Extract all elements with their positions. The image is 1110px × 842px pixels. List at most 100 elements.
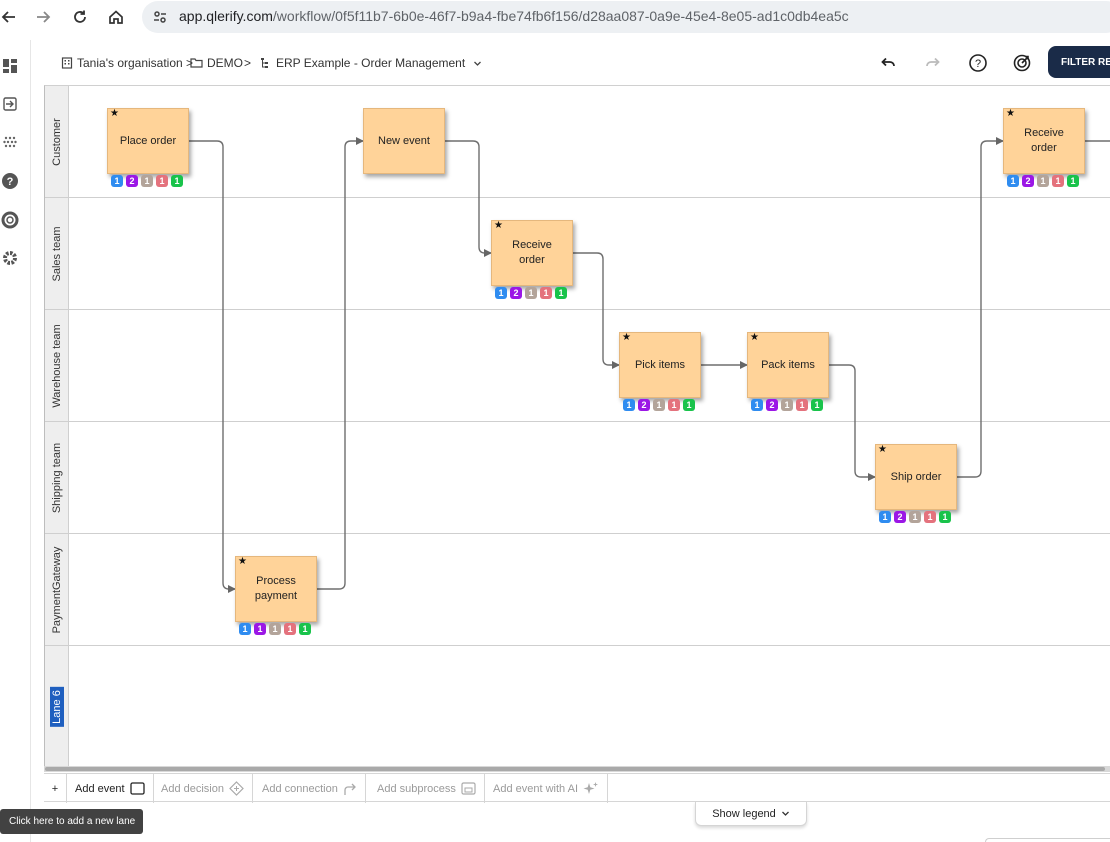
add-event-ai-button[interactable]: Add event with AI (485, 774, 608, 803)
badge[interactable]: 1 (111, 175, 123, 187)
badge[interactable]: 2 (638, 399, 650, 411)
add-subprocess-label: Add subprocess (377, 782, 456, 795)
event-pick-items[interactable]: ★ Pick items (619, 332, 701, 398)
badge[interactable]: 1 (909, 511, 921, 523)
event-receive-order-sales[interactable]: ★ Receive order (491, 220, 573, 286)
badge[interactable]: 1 (924, 511, 936, 523)
lane-header[interactable]: Sales team (45, 198, 69, 309)
badge[interactable]: 1 (141, 175, 153, 187)
settings-icon[interactable] (0, 248, 20, 268)
sign-in-icon[interactable] (0, 94, 20, 114)
subprocess-icon (461, 782, 476, 795)
event-new-event[interactable]: New event (363, 108, 445, 174)
badge[interactable]: 1 (939, 511, 951, 523)
breadcrumb-workflow[interactable]: ERP Example - Order Management (260, 56, 486, 70)
lane-sales-team[interactable]: Sales team (45, 198, 1110, 310)
lane-label: Warehouse team (50, 323, 63, 408)
breadcrumb-separator-label: > (244, 56, 252, 70)
svg-text:?: ? (975, 58, 981, 70)
lane-paymentgateway[interactable]: PaymentGateway (45, 534, 1110, 646)
badge[interactable]: 1 (269, 623, 281, 635)
undo-icon[interactable] (876, 51, 900, 75)
show-legend-button[interactable]: Show legend (695, 802, 807, 826)
add-subprocess-button[interactable]: Add subprocess (369, 774, 485, 803)
badge[interactable]: 2 (766, 399, 778, 411)
badge[interactable]: 1 (540, 287, 552, 299)
lane-6[interactable]: Lane 6 (45, 646, 1110, 767)
add-lane-button[interactable]: + (44, 774, 67, 803)
badge[interactable]: 1 (1037, 175, 1049, 187)
badge[interactable]: 2 (1022, 175, 1034, 187)
forward-icon[interactable] (31, 5, 55, 29)
dashboard-icon[interactable] (0, 56, 20, 76)
home-icon[interactable] (104, 5, 128, 29)
address-bar[interactable]: app.qlerify.com/workflow/0f5f11b7-6b0e-4… (142, 1, 1110, 33)
badge[interactable]: 1 (1007, 175, 1019, 187)
lane-header[interactable]: Shipping team (45, 422, 69, 533)
reload-icon[interactable] (68, 5, 92, 29)
horizontal-scrollbar[interactable] (44, 766, 1110, 772)
event-label: Receive order (512, 239, 552, 266)
help-icon[interactable]: ? (0, 171, 20, 191)
badge[interactable]: 1 (1052, 175, 1064, 187)
badge[interactable]: 1 (171, 175, 183, 187)
badge[interactable]: 1 (1067, 175, 1079, 187)
badge[interactable]: 2 (894, 511, 906, 523)
event-ship-order[interactable]: ★ Ship order (875, 444, 957, 510)
lane-warehouse-team[interactable]: Warehouse team (45, 310, 1110, 422)
add-event-button[interactable]: Add event (67, 774, 154, 803)
add-connection-button[interactable]: Add connection (254, 774, 366, 803)
url-host: app.qlerify.com (179, 8, 273, 24)
lane-header[interactable]: Warehouse team (45, 310, 69, 421)
lane-shipping-team[interactable]: Shipping team (45, 422, 1110, 534)
badge[interactable]: 2 (510, 287, 522, 299)
badge[interactable]: 1 (254, 623, 266, 635)
workflow-canvas[interactable]: Customer Sales team Warehouse team Shipp… (44, 85, 1110, 767)
event-badges: 1 2 1 1 1 (879, 511, 951, 523)
scrollbar-thumb[interactable] (45, 767, 1105, 771)
folder-icon (190, 58, 203, 68)
badge[interactable]: 1 (781, 399, 793, 411)
badge[interactable]: 1 (683, 399, 695, 411)
target-icon[interactable] (1010, 51, 1034, 75)
tooltip-text: Click here to add a new lane (9, 816, 136, 827)
sparkle-icon (583, 781, 598, 794)
event-process-payment[interactable]: ★ Process payment (235, 556, 317, 622)
lane-header[interactable]: Lane 6 (45, 646, 69, 767)
breadcrumb-organisation[interactable]: Tania's organisation > (61, 56, 193, 70)
badge[interactable]: 1 (555, 287, 567, 299)
star-icon: ★ (878, 444, 887, 455)
badge[interactable]: 1 (653, 399, 665, 411)
badge[interactable]: 1 (284, 623, 296, 635)
back-icon[interactable] (0, 5, 21, 29)
badge[interactable]: 1 (879, 511, 891, 523)
badge[interactable]: 1 (796, 399, 808, 411)
badge[interactable]: 1 (299, 623, 311, 635)
chevron-down-icon[interactable] (473, 59, 482, 68)
badge[interactable]: 1 (668, 399, 680, 411)
badge[interactable]: 1 (751, 399, 763, 411)
show-legend-label: Show legend (712, 807, 776, 820)
plus-label: + (51, 782, 59, 795)
site-info-icon[interactable] (150, 7, 170, 27)
lane-header[interactable]: Customer (45, 86, 69, 197)
grid-dots-icon[interactable] (0, 132, 20, 152)
badge[interactable]: 1 (239, 623, 251, 635)
badge[interactable]: 1 (623, 399, 635, 411)
help-icon[interactable]: ? (966, 51, 990, 75)
event-place-order[interactable]: ★ Place order (107, 108, 189, 174)
event-pack-items[interactable]: ★ Pack items (747, 332, 829, 398)
redo-icon[interactable] (921, 51, 945, 75)
breadcrumb-folder[interactable]: DEMO (190, 56, 243, 70)
lane-customer[interactable]: Customer (45, 86, 1110, 198)
badge[interactable]: 2 (126, 175, 138, 187)
add-decision-button[interactable]: Add decision (153, 774, 253, 803)
badge[interactable]: 1 (495, 287, 507, 299)
filter-button[interactable]: FILTER RE (1048, 46, 1110, 78)
badge[interactable]: 1 (525, 287, 537, 299)
lifebuoy-icon[interactable] (0, 210, 20, 230)
lane-header[interactable]: PaymentGateway (45, 534, 69, 645)
badge[interactable]: 1 (811, 399, 823, 411)
event-receive-order-customer[interactable]: ★ Receive order (1003, 108, 1085, 174)
badge[interactable]: 1 (156, 175, 168, 187)
